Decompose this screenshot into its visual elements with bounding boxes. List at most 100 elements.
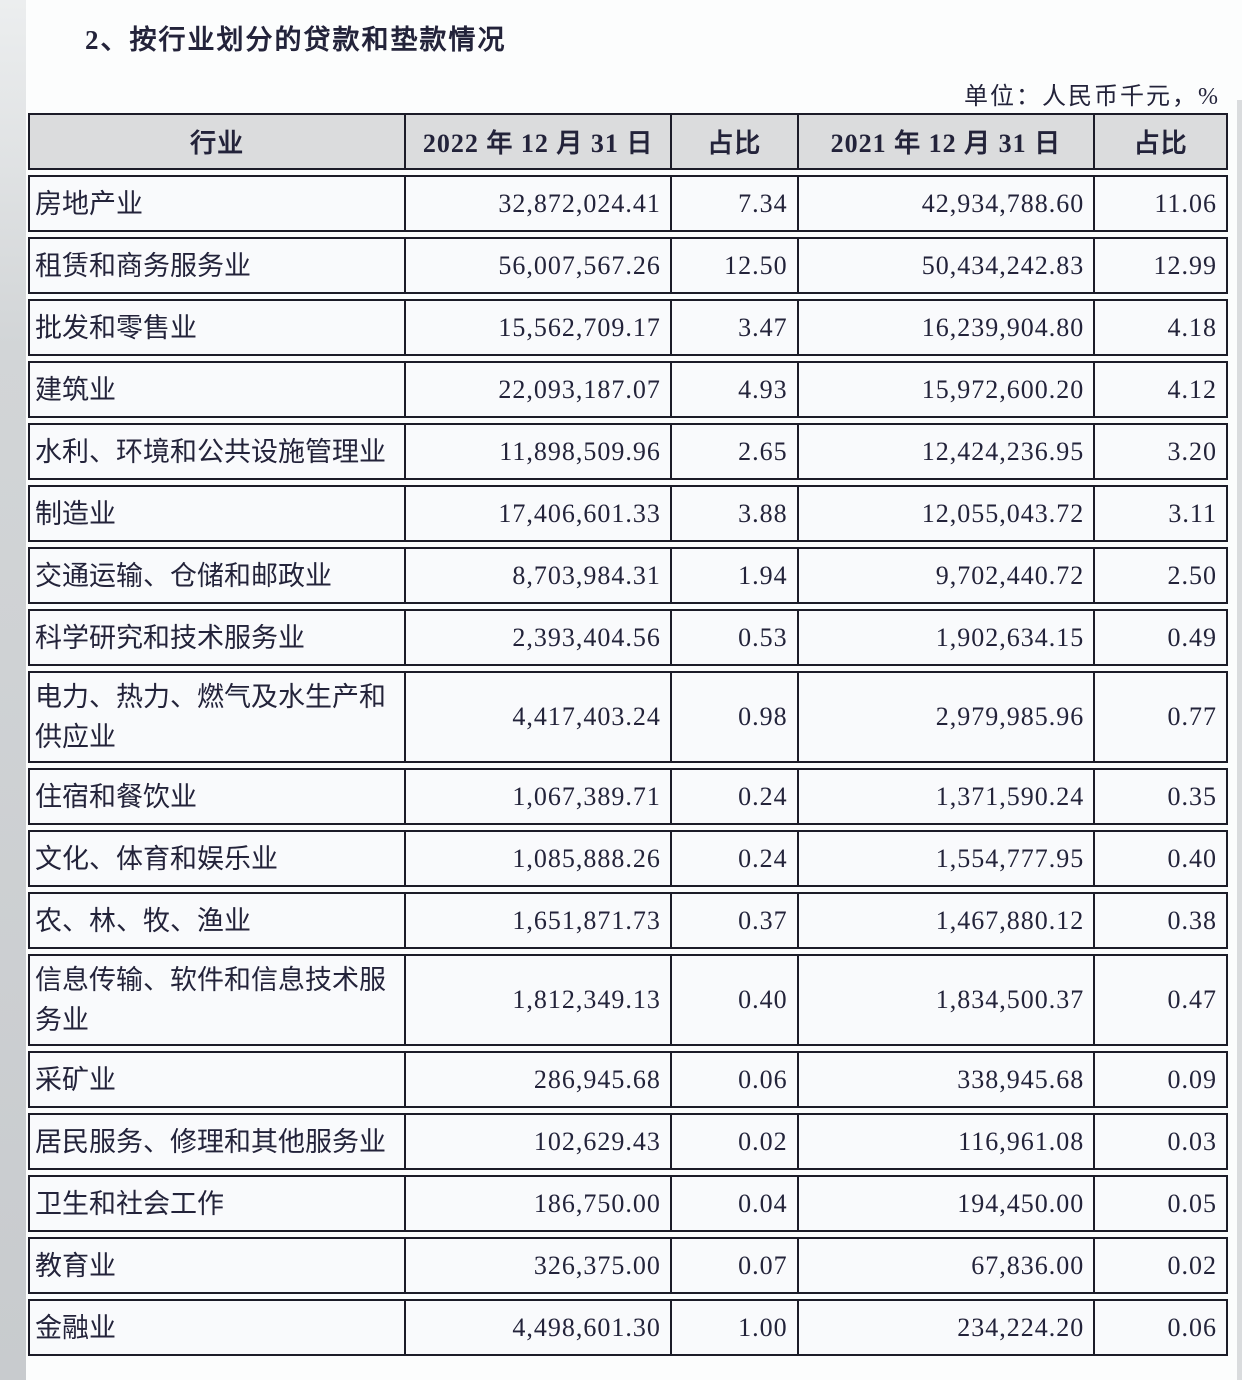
cell-amount-2021: 1,834,500.37 [796, 956, 1094, 1044]
cell-ratio-2022: 1.00 [669, 1301, 797, 1354]
cell-industry: 批发和零售业 [35, 312, 197, 343]
cell-amount-2022: 15,562,709.17 [404, 301, 670, 354]
cell-ratio-2021: 11.06 [1093, 177, 1226, 230]
scan-edge-shadow-right [1237, 100, 1242, 1380]
cell-industry: 农、林、牧、渔业 [35, 905, 251, 936]
cell-ratio-2021: 4.12 [1093, 363, 1226, 416]
cell-amount-2021: 116,961.08 [796, 1115, 1094, 1168]
cell-amount-2022: 17,406,601.33 [404, 487, 670, 540]
table-row: 居民服务、修理和其他服务业 102,629.43 0.02 116,961.08 0.0… [28, 1113, 1228, 1170]
cell-industry: 卫生和社会工作 [35, 1188, 224, 1219]
cell-ratio-2022: 0.40 [669, 956, 797, 1044]
cell-ratio-2022: 7.34 [669, 177, 797, 230]
cell-ratio-2022: 0.37 [669, 894, 797, 947]
table-row: 卫生和社会工作 186,750.00 0.04 194,450.00 0.05 [28, 1175, 1228, 1232]
cell-amount-2022: 8,703,984.31 [404, 549, 670, 602]
cell-amount-2021: 2,979,985.96 [796, 673, 1094, 761]
cell-amount-2022: 1,067,389.71 [404, 770, 670, 823]
cell-ratio-2022: 4.93 [669, 363, 797, 416]
cell-ratio-2021: 0.47 [1093, 956, 1226, 1044]
cell-industry: 交通运输、仓储和邮政业 [35, 560, 332, 591]
table-row: 建筑业 22,093,187.07 4.93 15,972,600.20 4.12 [28, 361, 1228, 418]
table-header-row: 行业 2022 年 12 月 31 日 占比 2021 年 12 月 31 日 … [28, 113, 1228, 170]
cell-ratio-2021: 3.20 [1093, 425, 1226, 478]
cell-ratio-2021: 0.49 [1093, 611, 1226, 664]
table-row: 水利、环境和公共设施管理业 11,898,509.96 2.65 12,424,236… [28, 423, 1228, 480]
cell-amount-2022: 1,812,349.13 [404, 956, 670, 1044]
table-row: 住宿和餐饮业 1,067,389.71 0.24 1,371,590.24 0.35 [28, 768, 1228, 825]
cell-industry: 房地产业 [35, 188, 143, 219]
table-row: 文化、体育和娱乐业 1,085,888.26 0.24 1,554,777.95 0.4… [28, 830, 1228, 887]
cell-industry: 科学研究和技术服务业 [35, 622, 305, 653]
cell-industry: 租赁和商务服务业 [35, 250, 251, 281]
cell-ratio-2022: 1.94 [669, 549, 797, 602]
cell-amount-2021: 9,702,440.72 [796, 549, 1094, 602]
cell-ratio-2021: 0.03 [1093, 1115, 1226, 1168]
cell-ratio-2021: 0.09 [1093, 1053, 1226, 1106]
cell-industry: 住宿和餐饮业 [35, 781, 197, 812]
table-row: 金融业 4,498,601.30 1.00 234,224.20 0.06 [28, 1299, 1228, 1356]
table-row: 房地产业 32,872,024.41 7.34 42,934,788.60 11.06 [28, 175, 1228, 232]
cell-ratio-2021: 12.99 [1093, 239, 1226, 292]
cell-amount-2021: 338,945.68 [796, 1053, 1094, 1106]
cell-amount-2021: 67,836.00 [796, 1239, 1094, 1292]
cell-industry: 水利、环境和公共设施管理业 [35, 436, 386, 467]
cell-amount-2022: 32,872,024.41 [404, 177, 670, 230]
cell-amount-2021: 1,554,777.95 [796, 832, 1094, 885]
cell-ratio-2021: 4.18 [1093, 301, 1226, 354]
cell-ratio-2021: 0.40 [1093, 832, 1226, 885]
cell-amount-2021: 1,467,880.12 [796, 894, 1094, 947]
cell-amount-2021: 50,434,242.83 [796, 239, 1094, 292]
cell-ratio-2022: 3.47 [669, 301, 797, 354]
cell-ratio-2022: 0.98 [669, 673, 797, 761]
cell-industry: 采矿业 [35, 1064, 116, 1095]
cell-industry: 金融业 [35, 1312, 116, 1343]
table-row: 采矿业 286,945.68 0.06 338,945.68 0.09 [28, 1051, 1228, 1108]
cell-ratio-2022: 2.65 [669, 425, 797, 478]
table-row: 信息传输、软件和信息技术服务业 1,812,349.13 0.40 1,834,500… [28, 954, 1228, 1046]
cell-industry: 文化、体育和娱乐业 [35, 843, 278, 874]
unit-note: 单位：人民币千元，% [964, 84, 1220, 110]
header-date-2021: 2021 年 12 月 31 日 [796, 115, 1094, 168]
cell-amount-2021: 16,239,904.80 [796, 301, 1094, 354]
cell-amount-2022: 326,375.00 [404, 1239, 670, 1292]
cell-industry: 教育业 [35, 1250, 116, 1281]
cell-ratio-2022: 0.07 [669, 1239, 797, 1292]
cell-ratio-2022: 0.24 [669, 770, 797, 823]
table-row: 租赁和商务服务业 56,007,567.26 12.50 50,434,242.83 1… [28, 237, 1228, 294]
header-industry: 行业 [190, 129, 245, 158]
table-row: 批发和零售业 15,562,709.17 3.47 16,239,904.80 4.18 [28, 299, 1228, 356]
cell-amount-2021: 12,055,043.72 [796, 487, 1094, 540]
cell-amount-2022: 4,417,403.24 [404, 673, 670, 761]
cell-amount-2022: 11,898,509.96 [404, 425, 670, 478]
cell-amount-2021: 1,902,634.15 [796, 611, 1094, 664]
cell-amount-2022: 56,007,567.26 [404, 239, 670, 292]
cell-amount-2021: 234,224.20 [796, 1301, 1094, 1354]
loans-by-industry-table: 行业 2022 年 12 月 31 日 占比 2021 年 12 月 31 日 … [28, 113, 1228, 1361]
cell-ratio-2022: 0.53 [669, 611, 797, 664]
cell-ratio-2021: 2.50 [1093, 549, 1226, 602]
cell-amount-2021: 194,450.00 [796, 1177, 1094, 1230]
cell-ratio-2022: 0.24 [669, 832, 797, 885]
cell-ratio-2022: 12.50 [669, 239, 797, 292]
cell-amount-2022: 2,393,404.56 [404, 611, 670, 664]
cell-ratio-2021: 0.35 [1093, 770, 1226, 823]
scan-edge-shadow-left [0, 0, 26, 1380]
cell-ratio-2021: 0.02 [1093, 1239, 1226, 1292]
table-row: 农、林、牧、渔业 1,651,871.73 0.37 1,467,880.12 0.38 [28, 892, 1228, 949]
table-row: 教育业 326,375.00 0.07 67,836.00 0.02 [28, 1237, 1228, 1294]
cell-industry: 制造业 [35, 498, 116, 529]
table-body: 房地产业 32,872,024.41 7.34 42,934,788.60 11.06 租… [28, 175, 1228, 1356]
header-ratio-2022: 占比 [669, 115, 797, 168]
cell-ratio-2022: 0.02 [669, 1115, 797, 1168]
cell-ratio-2021: 0.05 [1093, 1177, 1226, 1230]
cell-industry: 建筑业 [35, 374, 116, 405]
cell-amount-2022: 102,629.43 [404, 1115, 670, 1168]
cell-amount-2021: 42,934,788.60 [796, 177, 1094, 230]
cell-ratio-2021: 0.38 [1093, 894, 1226, 947]
cell-amount-2022: 286,945.68 [404, 1053, 670, 1106]
table-row: 电力、热力、燃气及水生产和供应业 4,417,403.24 0.98 2,979,98… [28, 671, 1228, 763]
cell-ratio-2021: 0.77 [1093, 673, 1226, 761]
table-row: 交通运输、仓储和邮政业 8,703,984.31 1.94 9,702,440.72 2… [28, 547, 1228, 604]
cell-ratio-2021: 3.11 [1093, 487, 1226, 540]
